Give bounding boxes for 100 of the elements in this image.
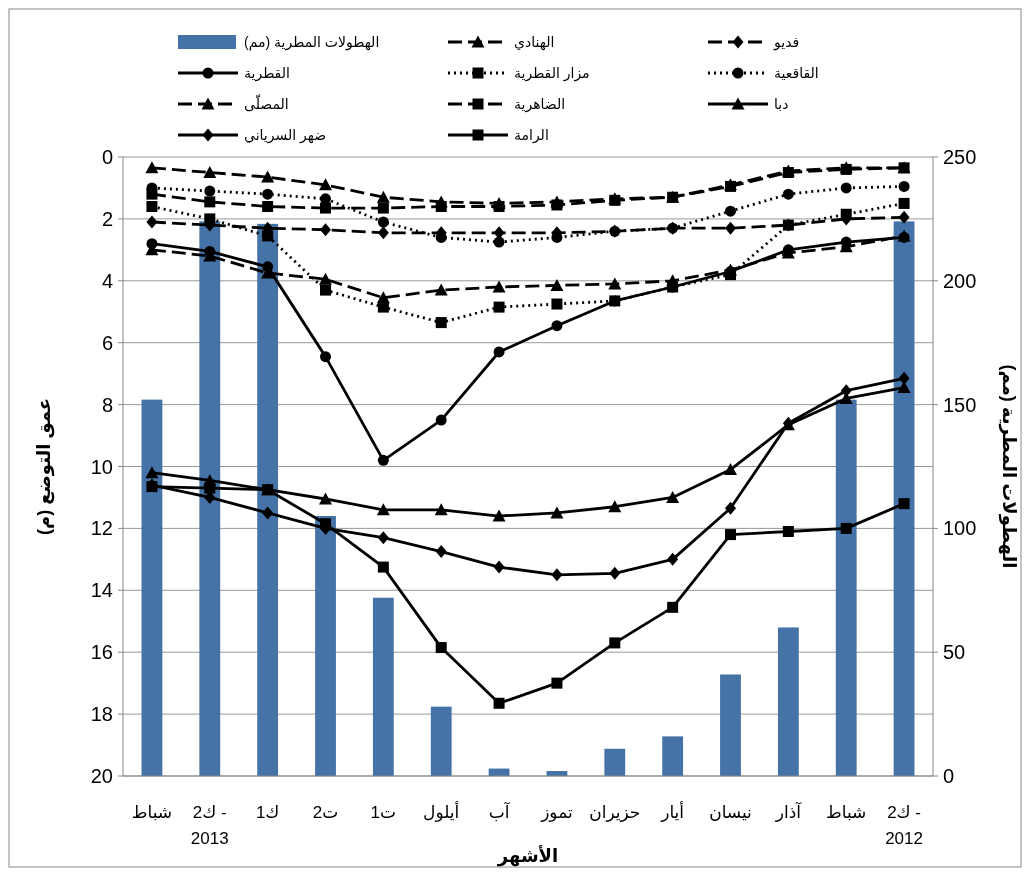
legend-label: مزار القطرية <box>514 65 590 82</box>
y-tick-label: 14 <box>90 579 113 602</box>
point <box>840 384 852 398</box>
point <box>319 492 332 505</box>
point <box>376 190 390 203</box>
point <box>320 518 331 530</box>
bar <box>662 736 684 776</box>
point <box>898 371 910 385</box>
point <box>320 202 331 214</box>
point <box>725 221 736 235</box>
x-tick-label: آذار <box>774 801 803 822</box>
point <box>551 298 563 310</box>
point <box>146 215 158 229</box>
point <box>724 463 737 476</box>
point <box>145 161 159 174</box>
point <box>262 230 274 242</box>
point <box>725 529 736 541</box>
y-tick-label: 8 <box>101 393 113 416</box>
point <box>898 162 910 174</box>
y2-axis-title: الهطولات المطرية (مم) <box>998 364 1019 569</box>
point <box>898 498 910 510</box>
y-tick-label: 6 <box>101 331 113 354</box>
point <box>782 219 794 231</box>
point <box>782 526 794 537</box>
legend-label: المصلّى <box>244 93 289 112</box>
legend-label: فديو <box>773 34 800 51</box>
point <box>204 245 216 257</box>
point <box>377 216 389 228</box>
y-tick-label: 12 <box>90 517 113 540</box>
point <box>262 484 274 496</box>
point <box>377 561 389 573</box>
x-tick-label: أيار <box>660 801 685 822</box>
y-tick-label: 10 <box>90 455 113 478</box>
legend-label: الضاهرية <box>514 96 566 113</box>
y2-tick-label: 150 <box>943 393 977 416</box>
bar <box>604 748 626 776</box>
legend-label: الرامة <box>514 127 549 144</box>
point <box>434 283 448 296</box>
point <box>320 223 331 237</box>
point <box>667 601 679 613</box>
point <box>551 568 563 582</box>
point <box>667 191 679 203</box>
bar <box>141 399 163 776</box>
point <box>666 490 680 503</box>
x-tick-label: ت2 <box>312 803 339 822</box>
point <box>667 552 679 566</box>
bar <box>835 399 857 776</box>
point <box>551 320 563 332</box>
legend-label: الهنادي <box>514 34 555 51</box>
point <box>782 188 794 200</box>
point <box>551 677 563 689</box>
point <box>550 506 564 519</box>
point <box>203 165 217 178</box>
point <box>897 381 911 394</box>
legend-label: القطرية <box>244 65 290 82</box>
y2-tick-label: 100 <box>943 517 977 540</box>
point <box>376 503 390 516</box>
x-tick-label: آب <box>488 801 511 822</box>
point <box>493 697 505 709</box>
y-tick-label: 20 <box>90 765 113 787</box>
point <box>725 501 736 515</box>
point <box>146 201 158 213</box>
point <box>435 201 447 213</box>
point <box>609 637 621 649</box>
y2-tick-label: 200 <box>943 269 977 292</box>
point <box>435 414 447 426</box>
point <box>840 208 852 220</box>
point <box>262 188 274 200</box>
point <box>434 503 448 516</box>
point <box>204 213 216 225</box>
point <box>493 560 505 574</box>
y-axis-title: عمق التوضع (م) <box>34 397 55 536</box>
point <box>377 454 389 466</box>
point <box>435 545 447 559</box>
x-axis-title: الأشهر <box>496 845 559 867</box>
point <box>493 201 505 213</box>
point <box>204 196 216 208</box>
y-tick-label: 0 <box>101 146 113 168</box>
point <box>262 506 274 520</box>
x-tick-label: ت1 <box>370 803 397 822</box>
bar <box>777 627 799 776</box>
bar <box>720 674 741 776</box>
bar <box>199 221 221 776</box>
point <box>840 182 852 194</box>
x-tick-label: ك1 <box>255 803 280 822</box>
point <box>377 226 389 240</box>
y2-tick-label: 0 <box>943 765 955 787</box>
point <box>435 642 447 654</box>
point <box>377 301 389 313</box>
point <box>608 500 622 513</box>
point <box>492 509 506 522</box>
point <box>609 566 621 580</box>
point <box>493 346 505 358</box>
legend-label: دبا <box>774 96 789 112</box>
point <box>319 178 332 191</box>
point <box>609 225 621 237</box>
point <box>146 238 158 250</box>
y-tick-label: 16 <box>90 641 113 664</box>
point <box>319 272 332 285</box>
y2-tick-label: 50 <box>943 641 966 664</box>
